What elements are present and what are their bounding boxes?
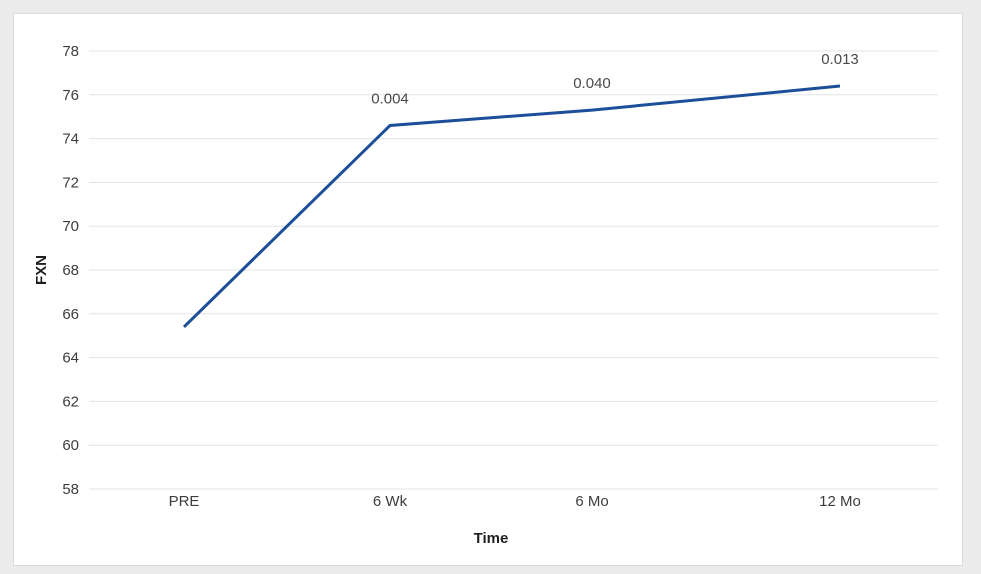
x-tick-label: PRE	[169, 493, 200, 510]
y-tick-label: 72	[62, 174, 79, 191]
y-tick-label: 64	[62, 350, 79, 367]
point-annotation: 0.004	[371, 90, 409, 107]
point-annotation: 0.013	[821, 51, 859, 68]
x-tick-label: 6 Wk	[373, 493, 408, 510]
y-tick-label: 60	[62, 437, 79, 454]
point-annotation: 0.040	[573, 75, 611, 92]
x-tick-label: 12 Mo	[819, 493, 861, 510]
y-tick-label: 68	[62, 262, 79, 279]
y-tick-label: 70	[62, 218, 79, 235]
y-axis-label: FXN	[33, 255, 50, 285]
y-tick-label: 66	[62, 306, 79, 323]
y-tick-label: 58	[62, 481, 79, 498]
y-tick-label: 78	[62, 43, 79, 60]
data-line	[182, 84, 841, 328]
y-tick-label: 76	[62, 87, 79, 104]
chart-card: 58 60 62 64 66 68 70 72 74 76 78 PRE 6 Wk 6 Mo 12 Mo Ti…	[13, 13, 963, 566]
fxn-line-chart: 58 60 62 64 66 68 70 72 74 76 78 PRE 6 Wk 6 Mo 12 Mo Ti…	[33, 43, 938, 547]
y-tick-label: 74	[62, 131, 79, 148]
x-axis-label: Time	[474, 530, 509, 547]
x-tick-label: 6 Mo	[575, 493, 608, 510]
y-tick-label: 62	[62, 393, 79, 410]
